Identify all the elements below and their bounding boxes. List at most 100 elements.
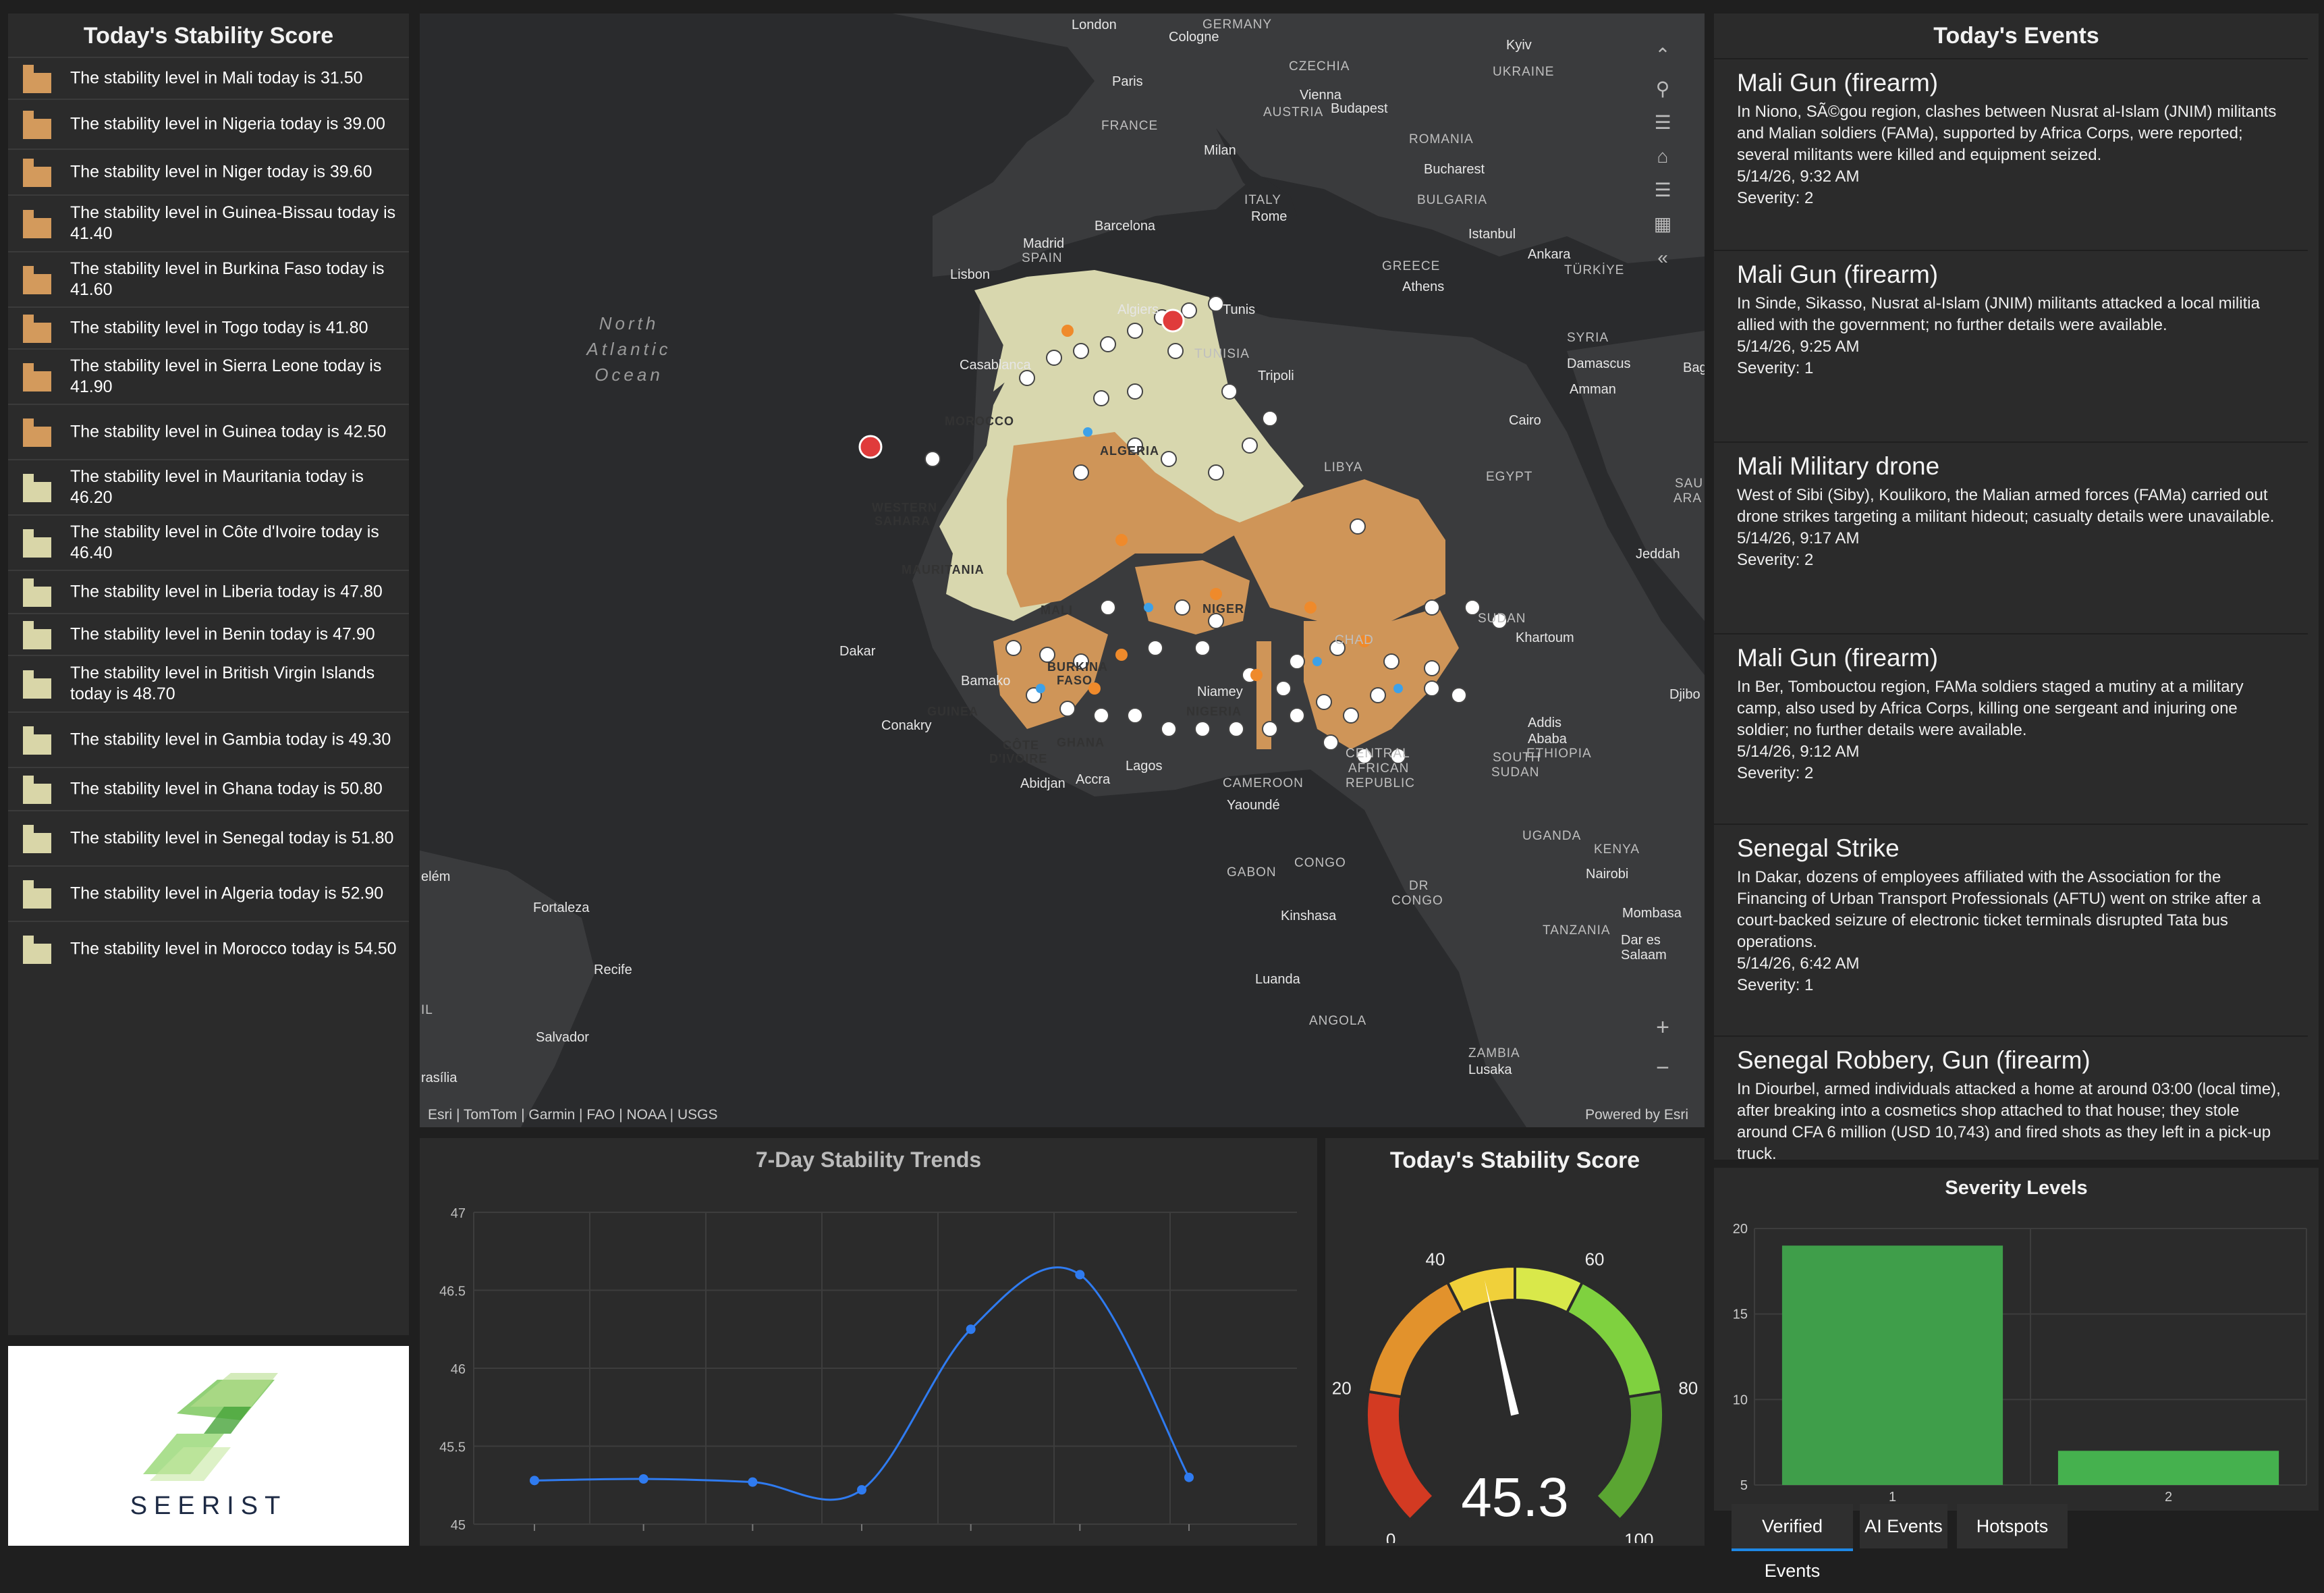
- severity-chart[interactable]: 5 10 15 20 1 2: [1714, 1208, 2319, 1505]
- critical-markers[interactable]: [858, 308, 1185, 459]
- event-title: Mali Gun (firearm): [1737, 261, 1939, 288]
- powered-by-esri[interactable]: Powered by Esri: [1585, 1107, 1688, 1123]
- layers-icon[interactable]: ☰: [1654, 180, 1671, 200]
- map-label: DR: [1409, 879, 1429, 893]
- stability-list-item[interactable]: The stability level in Senegal today is …: [8, 810, 409, 865]
- trend-point[interactable]: [530, 1476, 539, 1486]
- map-label: NIGERIA: [1186, 705, 1242, 718]
- stability-list-item[interactable]: The stability level in Niger today is 39…: [8, 148, 409, 194]
- flag-icon: [23, 529, 51, 558]
- event-title: Senegal Robbery, Gun (firearm): [1737, 1046, 2091, 1074]
- unstable-region-mali: [1007, 432, 1250, 608]
- map-label: IL: [421, 1003, 433, 1017]
- map-label: BULGARIA: [1417, 193, 1488, 207]
- flag-icon: [23, 111, 51, 139]
- tab-hotspots[interactable]: Hotspots: [1957, 1504, 2068, 1548]
- map-view[interactable]: London GERMANY Cologne Kyiv CZECHIA UKRA…: [420, 14, 1705, 1127]
- map-label: SUDAN: [1491, 765, 1540, 780]
- stability-list-item[interactable]: The stability level in Sierra Leone toda…: [8, 348, 409, 404]
- event-item[interactable]: Mali Gun (firearm) In Sinde, Sikasso, Nus…: [1714, 250, 2308, 440]
- severity-title: Severity Levels: [1945, 1177, 2088, 1199]
- map-label: Damascus: [1567, 356, 1631, 371]
- stability-list-item[interactable]: The stability level in Nigeria today is …: [8, 99, 409, 148]
- stability-list-item[interactable]: The stability level in Mauritania today …: [8, 459, 409, 514]
- map-canvas[interactable]: [420, 14, 1705, 1127]
- trend-point[interactable]: [1184, 1472, 1194, 1482]
- trend-chart[interactable]: 45 45.5 46 46.5 47: [420, 1192, 1317, 1543]
- map-label: MAURITANIA: [902, 563, 985, 576]
- event-item[interactable]: Senegal Strike In Dakar, dozens of employ…: [1714, 824, 2308, 1034]
- warning-markers[interactable]: [1061, 325, 1371, 695]
- stability-list-item[interactable]: The stability level in Burkina Faso toda…: [8, 251, 409, 306]
- trend-point[interactable]: [748, 1477, 758, 1487]
- logo-mark-icon: [143, 1373, 278, 1481]
- map-label: CAMEROON: [1223, 776, 1304, 790]
- events-panel: Today's Events Mali Gun (firearm) In Nion…: [1714, 14, 2319, 1170]
- map-label: SPAIN: [1022, 251, 1063, 265]
- trend-point[interactable]: [638, 1474, 648, 1484]
- stability-list-item[interactable]: The stability level in Côte d'Ivoire tod…: [8, 514, 409, 570]
- event-severity: Severity: 2: [1737, 189, 1814, 207]
- event-severity: Severity: 1: [1737, 976, 1814, 994]
- map-label: Cologne: [1169, 30, 1219, 45]
- map-label: CENTRAL: [1346, 747, 1410, 761]
- trend-point[interactable]: [1075, 1270, 1085, 1280]
- stability-list-text: The stability level in British Virgin Is…: [70, 664, 375, 703]
- stability-list-item[interactable]: The stability level in British Virgin Is…: [8, 655, 409, 711]
- tab-ai-events[interactable]: AI Events: [1860, 1504, 1947, 1548]
- stability-list-item[interactable]: The stability level in Guinea-Bissau tod…: [8, 194, 409, 251]
- stability-list-item[interactable]: The stability level in Mali today is 31.…: [8, 57, 409, 99]
- stability-list-item[interactable]: The stability level in Gambia today is 4…: [8, 711, 409, 767]
- basemap-gallery-icon[interactable]: ▦: [1653, 213, 1672, 234]
- map-label: BURKINA: [1047, 660, 1108, 674]
- map-label: Fortaleza: [533, 900, 590, 915]
- map-label: FASO: [1057, 674, 1093, 687]
- event-item[interactable]: Mali Gun (firearm) In Ber, Tombouctou reg…: [1714, 633, 2308, 822]
- stability-list-item[interactable]: The stability level in Liberia today is …: [8, 570, 409, 613]
- stability-list-item[interactable]: The stability level in Guinea today is 4…: [8, 404, 409, 459]
- map-label: Milan: [1204, 143, 1236, 158]
- stability-gauge: 0 20 40 60 80 100 45.3: [1332, 1249, 1698, 1543]
- events-title: Today's Events: [1933, 23, 2099, 49]
- collapse-up-icon[interactable]: ⌃: [1655, 45, 1671, 65]
- events-scrollbar[interactable]: [2311, 61, 2316, 1154]
- tab-verified-events[interactable]: Verified Events: [1732, 1504, 1853, 1581]
- trend-point[interactable]: [966, 1324, 976, 1334]
- event-markers[interactable]: [924, 296, 1507, 764]
- flag-icon: [23, 621, 51, 649]
- stability-list-item[interactable]: The stability level in Algeria today is …: [8, 865, 409, 921]
- flag-icon: [23, 936, 51, 964]
- flag-icon: [23, 776, 51, 804]
- flag-icon: [23, 726, 51, 755]
- severity-bar[interactable]: [2057, 1451, 2279, 1485]
- event-item[interactable]: Senegal Robbery, Gun (firearm) In Diourbe…: [1714, 1035, 2308, 1170]
- stability-list-item[interactable]: The stability level in Benin today is 47…: [8, 613, 409, 655]
- zoom-out-button[interactable]: −: [1656, 1055, 1669, 1081]
- stability-list-text: The stability level in Gambia today is 4…: [70, 730, 391, 749]
- map-label: NIGER: [1202, 602, 1245, 616]
- map-attribution[interactable]: Esri | TomTom | Garmin | FAO | NOAA | US…: [428, 1107, 718, 1123]
- severity-bar[interactable]: [1781, 1245, 2003, 1485]
- stability-list-item[interactable]: The stability level in Ghana today is 50…: [8, 767, 409, 810]
- flag-icon: [23, 418, 51, 447]
- map-label: Paris: [1112, 74, 1143, 89]
- collapse-left-icon[interactable]: «: [1657, 247, 1668, 268]
- map-label: Kinshasa: [1281, 909, 1337, 923]
- stability-list-text: The stability level in Togo today is 41.…: [70, 318, 368, 338]
- event-item[interactable]: Mali Gun (firearm) In Niono, SÃ©gou regio…: [1714, 58, 2308, 248]
- map-label: AFRICAN: [1348, 761, 1410, 776]
- map-label: Khartoum: [1516, 630, 1574, 645]
- event-time: 5/14/26, 9:32 AM: [1737, 167, 1860, 186]
- event-item[interactable]: Mali Military drone West of Sibi (Siby), …: [1714, 441, 2308, 632]
- home-icon[interactable]: ⌂: [1657, 146, 1669, 167]
- search-icon[interactable]: ⚲: [1655, 78, 1670, 99]
- stability-list-item[interactable]: The stability level in Morocco today is …: [8, 921, 409, 976]
- stability-list-item[interactable]: The stability level in Togo today is 41.…: [8, 306, 409, 348]
- flag-icon: [23, 65, 51, 93]
- zoom-in-button[interactable]: +: [1656, 1015, 1669, 1040]
- flag-icon: [23, 363, 51, 392]
- list-icon[interactable]: ☰: [1654, 112, 1671, 133]
- info-markers[interactable]: [1036, 427, 1403, 693]
- trend-point[interactable]: [857, 1485, 866, 1495]
- map-label: FRANCE: [1101, 119, 1159, 133]
